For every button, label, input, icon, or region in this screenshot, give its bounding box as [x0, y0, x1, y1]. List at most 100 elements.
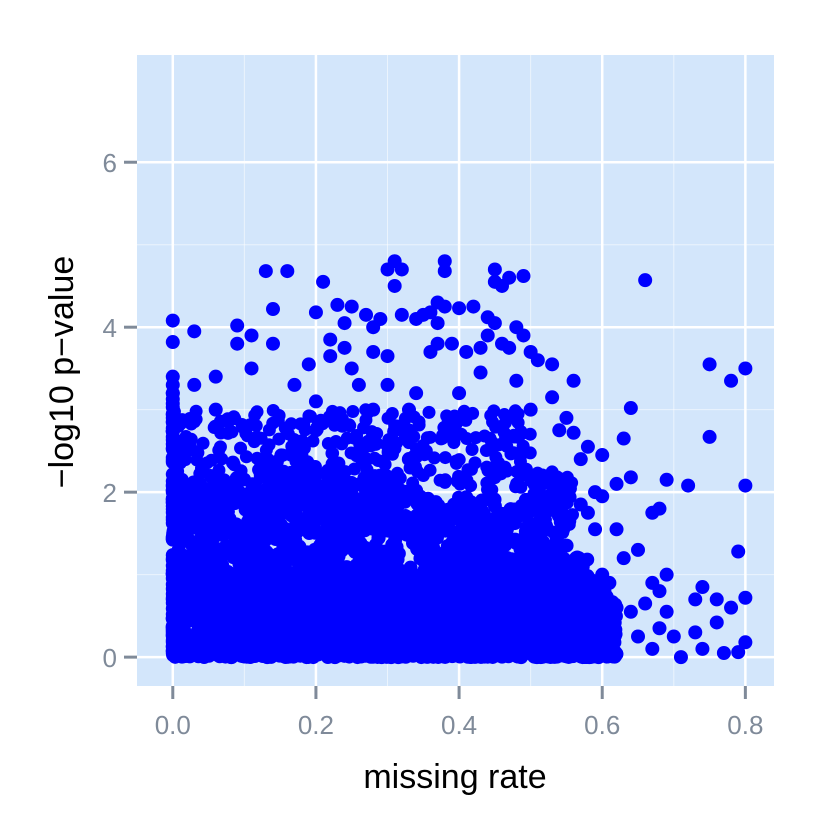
data-point — [187, 377, 202, 392]
data-point — [165, 386, 180, 401]
data-point — [538, 498, 552, 512]
data-point — [702, 357, 717, 372]
data-point — [652, 584, 667, 599]
data-point — [165, 532, 180, 547]
data-point — [551, 554, 566, 569]
data-point — [165, 565, 180, 580]
data-point — [552, 423, 567, 438]
data-point — [193, 608, 208, 623]
data-point — [413, 551, 428, 566]
data-point — [482, 539, 497, 554]
data-point — [514, 480, 528, 494]
data-point — [543, 624, 558, 639]
data-point — [178, 606, 193, 621]
data-point — [272, 432, 286, 446]
data-point — [616, 551, 631, 566]
data-point — [314, 413, 328, 427]
data-point — [247, 435, 261, 449]
data-point — [738, 635, 753, 650]
data-point — [227, 410, 241, 424]
data-point — [279, 595, 294, 610]
data-point — [165, 592, 180, 607]
data-point — [337, 316, 352, 331]
data-point — [250, 578, 265, 593]
data-point — [199, 635, 214, 650]
data-point — [394, 523, 408, 537]
data-point — [236, 473, 250, 487]
data-point — [469, 538, 484, 553]
data-point — [507, 446, 521, 460]
x-tick-label: 0.8 — [727, 710, 763, 740]
data-point — [403, 560, 418, 575]
data-point — [487, 631, 502, 646]
data-point — [638, 273, 653, 288]
data-point — [410, 597, 425, 612]
tick-labels: 0.0 0.2 0.4 0.6 0.8 0 2 4 6 — [103, 148, 764, 740]
data-point — [418, 504, 432, 518]
data-point — [557, 474, 571, 488]
data-point — [230, 318, 245, 333]
data-point — [465, 442, 479, 456]
data-point — [403, 461, 417, 475]
data-point — [516, 269, 531, 284]
data-point — [302, 612, 317, 627]
data-point — [350, 568, 365, 583]
data-point — [423, 430, 437, 444]
data-point — [306, 434, 320, 448]
data-point — [364, 589, 379, 604]
data-point — [398, 495, 412, 509]
data-point — [452, 490, 466, 504]
data-point — [343, 611, 358, 626]
data-point — [308, 305, 323, 320]
data-point — [217, 414, 231, 428]
data-point — [178, 453, 192, 467]
data-point — [305, 647, 320, 662]
data-point — [435, 431, 449, 445]
data-point — [410, 490, 424, 504]
data-point — [515, 634, 530, 649]
data-point — [245, 618, 260, 633]
data-point — [258, 264, 273, 279]
data-point — [724, 600, 739, 615]
data-point — [465, 556, 480, 571]
x-axis-title: missing rate — [363, 758, 546, 796]
data-point — [460, 432, 474, 446]
data-point — [344, 299, 359, 314]
data-point — [239, 426, 253, 440]
data-point — [480, 328, 495, 343]
data-point — [366, 402, 381, 417]
data-point — [447, 436, 461, 450]
data-point — [278, 577, 293, 592]
data-point — [398, 508, 412, 522]
data-point — [355, 445, 369, 459]
data-point — [558, 490, 572, 504]
data-point — [480, 569, 495, 584]
data-point — [261, 452, 275, 466]
data-point — [189, 476, 203, 490]
data-point — [314, 512, 328, 526]
data-point — [211, 517, 225, 531]
data-point — [328, 496, 342, 510]
data-point — [731, 645, 746, 660]
data-point — [276, 448, 290, 462]
data-point — [244, 592, 259, 607]
data-point — [422, 405, 436, 419]
data-point — [652, 621, 667, 636]
axis-ticks — [124, 160, 747, 699]
data-point — [497, 577, 512, 592]
data-point — [165, 505, 180, 520]
data-point — [709, 615, 724, 630]
data-point — [645, 641, 660, 656]
data-point — [738, 478, 753, 493]
data-point — [425, 540, 440, 555]
data-point — [559, 410, 574, 425]
data-point — [272, 510, 286, 524]
data-point — [474, 596, 489, 611]
data-point — [507, 428, 521, 442]
data-point — [261, 509, 275, 523]
data-point — [212, 463, 226, 477]
data-point — [321, 557, 336, 572]
data-point — [466, 643, 481, 658]
data-point — [165, 495, 180, 510]
data-point — [323, 332, 338, 347]
